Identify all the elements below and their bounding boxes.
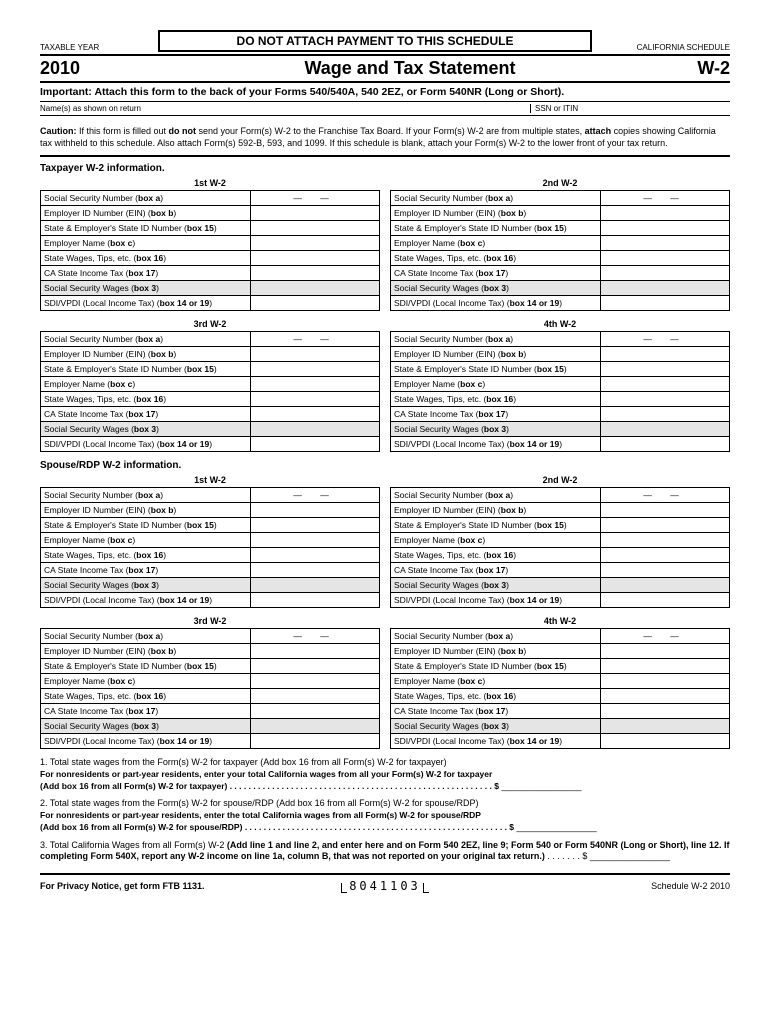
taxpayer-section-title: Taxpayer W-2 information. [40, 163, 730, 174]
w2-row-label: Social Security Wages (box 3) [391, 281, 601, 296]
w2-row-label: State & Employer's State ID Number (box … [41, 362, 251, 377]
w2-row-label: Social Security Number (box a) [391, 488, 601, 503]
w2-row-label: Employer ID Number (EIN) (box b) [41, 503, 251, 518]
w2-row-label: Social Security Wages (box 3) [391, 719, 601, 734]
w2-row-label: Employer ID Number (EIN) (box b) [391, 503, 601, 518]
w2-row-label: State Wages, Tips, etc. (box 16) [391, 251, 601, 266]
w2-row-label: State Wages, Tips, etc. (box 16) [41, 392, 251, 407]
w2-row-label: CA State Income Tax (box 17) [391, 407, 601, 422]
w2-header: 3rd W-2 [40, 319, 380, 329]
w2-header: 4th W-2 [390, 319, 730, 329]
w2-row-label: State Wages, Tips, etc. (box 16) [391, 689, 601, 704]
w2-row-label: SDI/VPDI (Local Income Tax) (box 14 or 1… [391, 296, 601, 311]
schedule-label: Schedule W-2 2010 [500, 881, 730, 891]
form-number: 8041103 [270, 879, 500, 893]
w2-header: 1st W-2 [40, 178, 380, 188]
w2-row-label: CA State Income Tax (box 17) [391, 266, 601, 281]
w2-row-label: State & Employer's State ID Number (box … [391, 362, 601, 377]
form-code: W-2 [670, 58, 730, 79]
w2-row-label: Social Security Wages (box 3) [41, 281, 251, 296]
w2-row-label: CA State Income Tax (box 17) [391, 704, 601, 719]
w2-header: 3rd W-2 [40, 616, 380, 626]
w2-row-label: CA State Income Tax (box 17) [41, 704, 251, 719]
w2-table: Social Security Number (box a)— —Employe… [390, 628, 730, 749]
w2-table: Social Security Number (box a)— —Employe… [390, 331, 730, 452]
w2-row-label: Social Security Wages (box 3) [391, 578, 601, 593]
w2-row-label: SDI/VPDI (Local Income Tax) (box 14 or 1… [41, 593, 251, 608]
w2-row-label: Employer Name (box c) [391, 674, 601, 689]
w2-row-label: Employer ID Number (EIN) (box b) [41, 206, 251, 221]
w2-row-label: Employer Name (box c) [391, 533, 601, 548]
w2-row-label: State & Employer's State ID Number (box … [41, 518, 251, 533]
w2-row-label: Social Security Wages (box 3) [41, 422, 251, 437]
w2-row-label: SDI/VPDI (Local Income Tax) (box 14 or 1… [391, 734, 601, 749]
taxable-year-label: TAXABLE YEAR [40, 43, 150, 52]
w2-row-label: Employer Name (box c) [41, 236, 251, 251]
w2-row-label: Employer Name (box c) [391, 236, 601, 251]
w2-row-label: Employer ID Number (EIN) (box b) [41, 347, 251, 362]
w2-header: 1st W-2 [40, 475, 380, 485]
w2-row-label: Social Security Number (box a) [391, 332, 601, 347]
w2-row-label: State Wages, Tips, etc. (box 16) [41, 251, 251, 266]
w2-row-label: Employer ID Number (EIN) (box b) [391, 347, 601, 362]
w2-row-label: Employer ID Number (EIN) (box b) [41, 644, 251, 659]
privacy-notice: For Privacy Notice, get form FTB 1131. [40, 881, 270, 891]
w2-row-label: Employer Name (box c) [41, 533, 251, 548]
w2-row-label: Social Security Wages (box 3) [41, 719, 251, 734]
w2-row-label: State Wages, Tips, etc. (box 16) [391, 548, 601, 563]
w2-row-label: CA State Income Tax (box 17) [391, 563, 601, 578]
caution-text: Caution: If this form is filled out do n… [40, 126, 730, 157]
names-label: Name(s) as shown on return [40, 104, 530, 113]
w2-row-label: Social Security Number (box a) [41, 629, 251, 644]
w2-table: Social Security Number (box a)— —Employe… [40, 628, 380, 749]
w2-table: Social Security Number (box a)— —Employe… [40, 487, 380, 608]
w2-table: Social Security Number (box a)— —Employe… [390, 190, 730, 311]
w2-row-label: State & Employer's State ID Number (box … [41, 221, 251, 236]
w2-row-label: Employer Name (box c) [41, 674, 251, 689]
w2-row-label: Employer ID Number (EIN) (box b) [391, 644, 601, 659]
important-note: Important: Attach this form to the back … [40, 83, 730, 102]
w2-row-label: State & Employer's State ID Number (box … [391, 659, 601, 674]
w2-table: Social Security Number (box a)— —Employe… [390, 487, 730, 608]
w2-row-label: SDI/VPDI (Local Income Tax) (box 14 or 1… [41, 734, 251, 749]
totals-section: 1. Total state wages from the Form(s) W-… [40, 757, 730, 863]
no-attach-notice: DO NOT ATTACH PAYMENT TO THIS SCHEDULE [158, 30, 592, 52]
w2-row-label: SDI/VPDI (Local Income Tax) (box 14 or 1… [391, 437, 601, 452]
ca-schedule-label: CALIFORNIA SCHEDULE [600, 43, 730, 52]
w2-row-label: Social Security Number (box a) [41, 332, 251, 347]
w2-header: 4th W-2 [390, 616, 730, 626]
form-title: Wage and Tax Statement [150, 58, 670, 79]
w2-header: 2nd W-2 [390, 178, 730, 188]
w2-row-label: CA State Income Tax (box 17) [41, 407, 251, 422]
w2-row-label: Employer ID Number (EIN) (box b) [391, 206, 601, 221]
w2-row-label: State & Employer's State ID Number (box … [391, 221, 601, 236]
w2-row-label: SDI/VPDI (Local Income Tax) (box 14 or 1… [391, 593, 601, 608]
w2-row-label: Social Security Number (box a) [391, 191, 601, 206]
w2-row-label: SDI/VPDI (Local Income Tax) (box 14 or 1… [41, 437, 251, 452]
w2-row-label: Social Security Number (box a) [391, 629, 601, 644]
spouse-section-title: Spouse/RDP W-2 information. [40, 460, 730, 471]
w2-row-label: Employer Name (box c) [391, 377, 601, 392]
w2-row-label: Social Security Wages (box 3) [391, 422, 601, 437]
w2-row-label: CA State Income Tax (box 17) [41, 266, 251, 281]
w2-row-label: State & Employer's State ID Number (box … [391, 518, 601, 533]
w2-row-label: State Wages, Tips, etc. (box 16) [41, 548, 251, 563]
w2-row-label: State & Employer's State ID Number (box … [41, 659, 251, 674]
w2-table: Social Security Number (box a)— —Employe… [40, 331, 380, 452]
w2-row-label: Employer Name (box c) [41, 377, 251, 392]
ssn-label: SSN or ITIN [530, 104, 730, 113]
w2-row-label: SDI/VPDI (Local Income Tax) (box 14 or 1… [41, 296, 251, 311]
w2-row-label: CA State Income Tax (box 17) [41, 563, 251, 578]
w2-header: 2nd W-2 [390, 475, 730, 485]
w2-row-label: State Wages, Tips, etc. (box 16) [391, 392, 601, 407]
w2-row-label: Social Security Number (box a) [41, 488, 251, 503]
tax-year: 2010 [40, 58, 150, 79]
w2-table: Social Security Number (box a)— —Employe… [40, 190, 380, 311]
w2-row-label: Social Security Wages (box 3) [41, 578, 251, 593]
w2-row-label: Social Security Number (box a) [41, 191, 251, 206]
w2-row-label: State Wages, Tips, etc. (box 16) [41, 689, 251, 704]
